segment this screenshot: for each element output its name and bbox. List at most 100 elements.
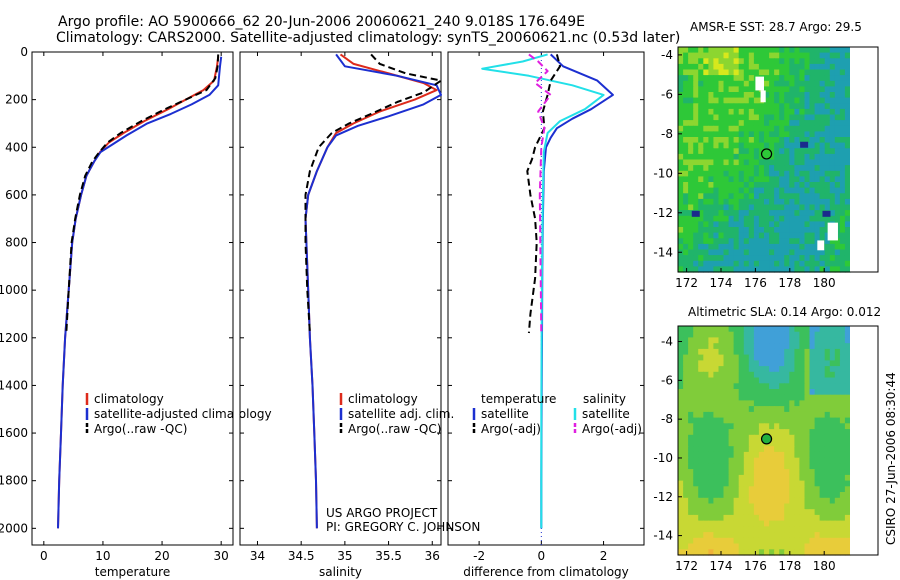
sst-cell (829, 198, 836, 206)
sla-cell (683, 400, 689, 407)
sla-cell (698, 371, 704, 379)
sst-cell (738, 227, 745, 234)
sst-cell (713, 266, 720, 273)
sla-cell (703, 457, 709, 464)
sst-cell (819, 266, 826, 273)
sla-cell (839, 543, 846, 550)
sla-cell (784, 417, 790, 424)
sst-cell (824, 92, 831, 99)
sla-cell (834, 440, 841, 447)
sst-cell (718, 103, 725, 110)
sla-cell (819, 411, 826, 419)
sst-cell (718, 176, 725, 183)
sla-cell (784, 474, 790, 482)
series-line-satellite-adj-clim- (304, 53, 442, 529)
sla-cell (728, 457, 735, 464)
sla-cell (753, 354, 760, 361)
sla-cell (799, 383, 806, 390)
sst-cell (804, 187, 811, 194)
sst-cell (698, 187, 704, 194)
sst-cell (703, 204, 709, 211)
sla-cell (708, 520, 715, 527)
sla-cell (718, 520, 725, 527)
sla-cell (789, 429, 795, 436)
sla-cell (728, 377, 735, 384)
sst-cell (728, 255, 735, 262)
sst-cell (799, 165, 806, 172)
sst-cell (769, 182, 775, 189)
sst-cell (764, 75, 770, 82)
sst-cell (769, 103, 775, 110)
sst-cell (824, 120, 831, 127)
sst-cell (688, 47, 694, 54)
sst-cell (688, 148, 694, 155)
sla-cell (708, 486, 715, 493)
sla-cell (794, 360, 801, 367)
sla-cell (834, 394, 841, 401)
sla-cell (753, 394, 760, 401)
sst-cell (733, 187, 740, 194)
sla-cell (804, 417, 811, 424)
sst-cell (819, 92, 826, 99)
sla-cell (738, 348, 745, 356)
sst-cell (774, 47, 780, 54)
sst-cell (723, 176, 730, 183)
sst-cell (728, 92, 735, 99)
sla-cell (784, 480, 790, 487)
sst-cell (814, 215, 821, 222)
sst-cell (764, 159, 770, 166)
sla-cell (728, 337, 735, 344)
sst-cell (683, 255, 689, 262)
sla-cell (789, 509, 795, 516)
sla-cell (814, 509, 821, 516)
sst-cell (809, 80, 816, 87)
sst-cell (784, 243, 790, 251)
sla-cell (693, 446, 699, 453)
sla-cell (794, 326, 801, 333)
sst-missing-data (817, 240, 825, 251)
sst-cell (698, 227, 704, 234)
sla-cell (834, 469, 841, 476)
sst-cell (683, 204, 689, 211)
sst-cell (733, 75, 740, 82)
sst-cell (683, 227, 689, 234)
sst-cell (703, 170, 709, 177)
sst-cell (723, 255, 730, 262)
sst-cell (814, 204, 821, 211)
sst-cell (824, 52, 831, 59)
sla-cell (678, 497, 684, 505)
sst-cell (713, 52, 720, 59)
sst-cell (748, 63, 755, 71)
sla-cell (809, 326, 816, 333)
sla-cell (678, 337, 684, 344)
sla-cell (698, 537, 704, 545)
sst-cell (779, 86, 785, 93)
sst-cell (824, 75, 831, 82)
sla-cell (789, 451, 795, 459)
sst-cell (824, 170, 831, 177)
sla-cell (728, 371, 735, 379)
sst-cell (738, 176, 745, 183)
sst-cell (698, 198, 704, 206)
sla-cell (774, 520, 780, 527)
sst-cell (738, 131, 745, 138)
sla-cell (794, 400, 801, 407)
sla-cell (799, 371, 806, 379)
sla-cell (764, 337, 770, 344)
sst-cell (774, 266, 780, 273)
sla-cell (743, 383, 750, 390)
sst-cell (794, 159, 801, 166)
sst-cell (794, 249, 801, 256)
sst-cell (809, 52, 816, 59)
sst-cell (738, 47, 745, 54)
sst-cell (678, 193, 684, 200)
sla-cell (814, 400, 821, 407)
sla-cell (748, 480, 755, 487)
sst-cell (829, 97, 836, 104)
sla-cell (824, 326, 831, 333)
sst-cell (844, 165, 851, 172)
sla-cell (844, 492, 851, 499)
sla-cell (698, 526, 704, 533)
legend-diff-sal-sat-label: satellite (582, 407, 630, 421)
sst-cell (748, 75, 755, 82)
